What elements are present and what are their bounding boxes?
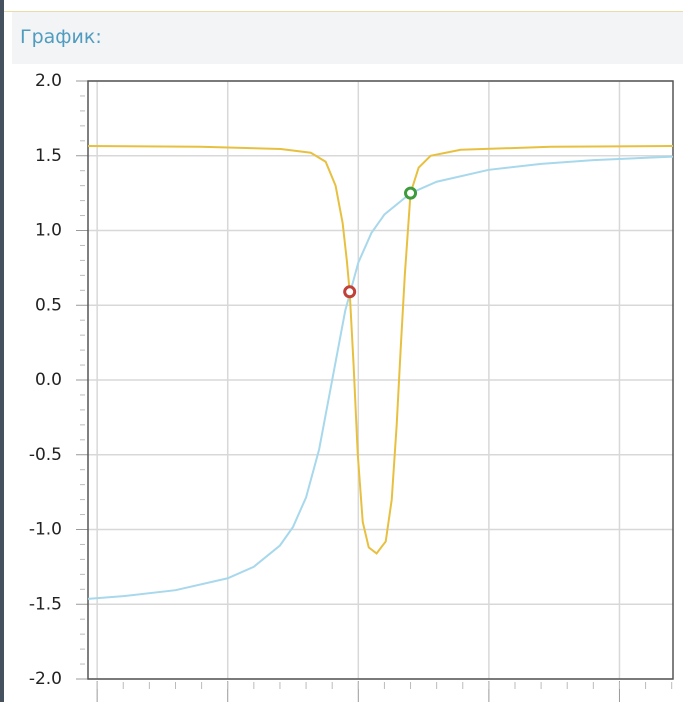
left-edge	[0, 0, 4, 702]
point	[404, 186, 418, 200]
y-tick-label: -2.0	[29, 669, 62, 689]
line	[87, 145, 674, 555]
y-tick-label: 0.0	[35, 370, 62, 390]
header: График:	[12, 12, 683, 64]
y-tick-label: 2.0	[35, 71, 62, 91]
line	[87, 155, 674, 600]
top-border	[4, 11, 683, 12]
header-title: График:	[20, 26, 102, 48]
y-tick-label: -1.0	[29, 520, 62, 540]
y-tick-label: -1.5	[29, 594, 62, 614]
y-tick-label: 1.5	[35, 146, 62, 166]
y-tick-label: -0.5	[29, 445, 62, 465]
point	[343, 285, 357, 299]
plot-frame	[87, 80, 674, 680]
y-tick-label: 1.0	[35, 221, 62, 241]
y-tick-label: 0.5	[35, 295, 62, 315]
